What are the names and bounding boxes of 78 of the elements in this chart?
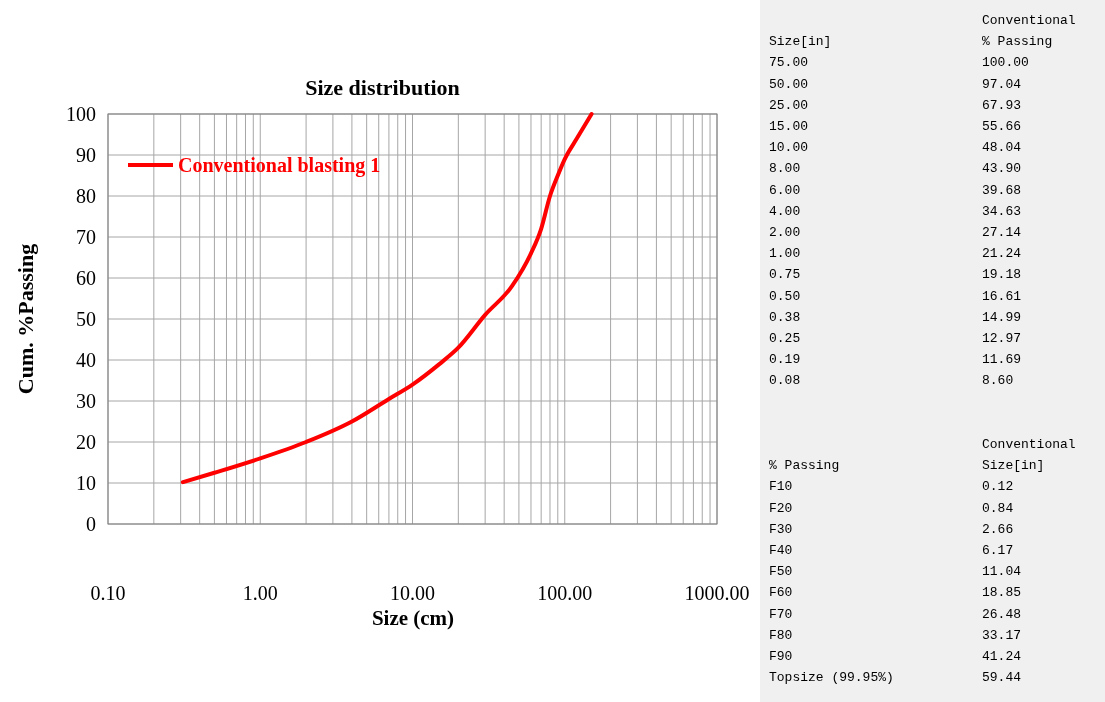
x-tick-label: 1000.00 — [684, 582, 750, 604]
y-tick-label: 40 — [76, 349, 96, 371]
x-tick-label: 0.10 — [90, 582, 126, 604]
chart-title: Size distribution — [305, 75, 460, 100]
text: 97.04 — [982, 76, 1022, 92]
text: 27.14 — [982, 225, 1022, 240]
text: 43.90 — [982, 161, 1022, 177]
text: 0.08 — [769, 373, 801, 389]
text: 0.19 — [769, 352, 801, 368]
text: F90 — [769, 649, 793, 664]
text: 8.00 — [769, 161, 801, 177]
text: F60 — [769, 585, 793, 601]
y-tick-label: 80 — [76, 185, 96, 207]
text: Topsize (99.95%) — [769, 670, 894, 686]
text: 50.00 — [769, 76, 809, 92]
text: 75.00 — [769, 55, 809, 71]
text: 100.00 — [982, 55, 1029, 71]
text: 0.12 — [982, 479, 1014, 495]
text: % Passing — [982, 34, 1053, 50]
text: Size[in] — [769, 34, 832, 50]
text: 15.00 — [769, 119, 809, 134]
text: 8.60 — [982, 373, 1014, 389]
text: 67.93 — [982, 97, 1022, 113]
text: 21.24 — [982, 246, 1022, 262]
text: F80 — [769, 627, 793, 643]
text: 16.61 — [982, 288, 1022, 304]
text: 10.00 — [769, 140, 809, 156]
text: 4.00 — [769, 203, 801, 219]
text: F40 — [769, 543, 793, 558]
text: 33.17 — [982, 627, 1022, 643]
text: F10 — [769, 479, 793, 495]
text: 59.44 — [982, 670, 1022, 686]
text: 18.85 — [982, 585, 1022, 601]
x-tick-label: 1.00 — [242, 582, 278, 604]
text: 0.50 — [769, 288, 801, 304]
text: 2.00 — [769, 225, 801, 240]
text: 0.38 — [769, 309, 801, 325]
text: Conventional — [982, 13, 1076, 28]
text: 25.00 — [769, 97, 809, 113]
x-tick-label: 100.00 — [537, 582, 593, 604]
text: 0.75 — [769, 267, 801, 283]
text: Size[in] — [982, 458, 1045, 474]
text: 6.00 — [769, 182, 801, 198]
text: F70 — [769, 606, 793, 622]
text: F30 — [769, 521, 793, 537]
text: Conventional — [982, 437, 1076, 452]
text: 14.99 — [982, 309, 1022, 325]
text: 26.48 — [982, 606, 1022, 622]
text: F20 — [769, 500, 793, 516]
y-tick-label: 50 — [76, 308, 96, 330]
y-tick-label: 100 — [66, 103, 96, 125]
text: 0.25 — [769, 331, 801, 346]
y-tick-label: 20 — [76, 431, 96, 453]
text: 6.17 — [982, 543, 1014, 558]
x-tick-label: 10.00 — [390, 582, 435, 604]
text: 12.97 — [982, 331, 1022, 346]
text: 11.04 — [982, 564, 1022, 580]
text: 34.63 — [982, 203, 1022, 219]
text: F50 — [769, 564, 793, 580]
y-axis-title: Cum. %Passing — [13, 243, 38, 395]
text: % Passing — [769, 458, 840, 474]
text: 19.18 — [982, 267, 1022, 283]
x-axis-title: Size (cm) — [371, 606, 455, 630]
text: 41.24 — [982, 649, 1022, 664]
text: 1.00 — [769, 246, 801, 262]
legend-label: Conventional blasting 1 — [178, 154, 381, 177]
y-tick-label: 60 — [76, 267, 96, 289]
text: 39.68 — [982, 182, 1022, 198]
text: 48.04 — [982, 140, 1022, 156]
text: 55.66 — [982, 119, 1022, 134]
y-tick-label: 70 — [76, 226, 96, 248]
text: 2.66 — [982, 521, 1014, 537]
y-tick-label: 10 — [76, 472, 96, 494]
text: 11.69 — [982, 352, 1022, 368]
y-tick-label: 0 — [86, 513, 96, 535]
y-tick-label: 30 — [76, 390, 96, 412]
y-tick-label: 90 — [76, 144, 96, 166]
text: 0.84 — [982, 500, 1014, 516]
